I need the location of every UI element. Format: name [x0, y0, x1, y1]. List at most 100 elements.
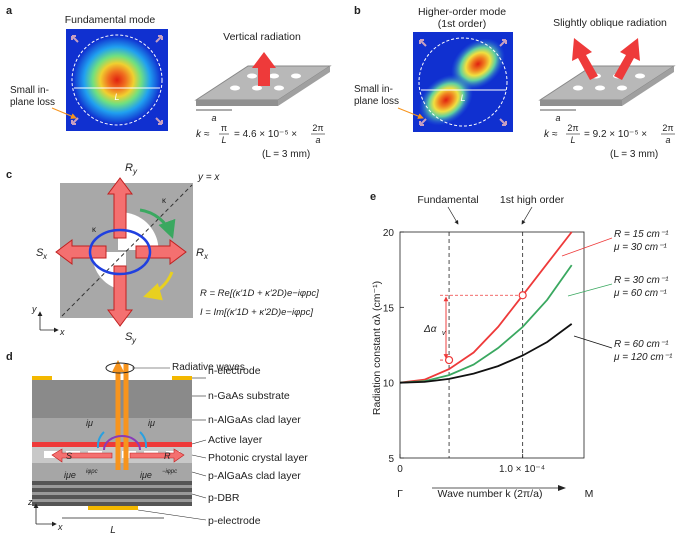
panel-c: c y = x R y S y S x R x κ κ R = Re[(κ′1D…: [6, 162, 319, 345]
k-eq: = 9.2 × 10⁻⁵ ×: [584, 129, 647, 140]
layer-labels: [137, 377, 207, 521]
Ry-sub: y: [132, 167, 138, 176]
iu-label: iμ: [86, 418, 93, 428]
k-num2: 2π: [312, 123, 323, 133]
x-tick-0: 0: [397, 464, 403, 475]
slab-side: [278, 66, 330, 106]
fundamental-label: Fundamental: [417, 194, 478, 206]
legend-R: R = 60 cm⁻¹: [614, 339, 669, 350]
layer-substrate: [32, 380, 192, 418]
k-prefix: k ≈: [544, 129, 558, 140]
layer-p-clad: [32, 463, 192, 481]
x-tick-mid: 1.0 × 10⁻⁴: [499, 464, 545, 475]
legend-mu: μ = 30 cm⁻¹: [613, 242, 667, 253]
panel-a-letter: a: [6, 5, 13, 17]
layer-label: p-electrode: [208, 515, 261, 527]
mode-marker: [444, 355, 454, 365]
diagonal-line: [61, 184, 193, 317]
chart-markers: [440, 291, 527, 365]
loss-label-1: Small in-: [354, 84, 393, 95]
axis-y-label: y: [31, 304, 37, 314]
series-line: [399, 264, 573, 384]
legend-R: R = 15 cm⁻¹: [614, 229, 669, 240]
iue-sup: −iφpc: [162, 469, 177, 475]
loss-label-2: plane loss: [10, 97, 55, 108]
high-order-pointer: [521, 206, 533, 225]
chart-series: [399, 231, 573, 384]
L-label: L: [114, 92, 119, 102]
loss-arrow-icon: [71, 117, 79, 125]
slab-edge: [540, 100, 622, 106]
panel-e: e Fundamental 1st high order Radiation c…: [370, 191, 673, 500]
high-order-label: 1st high order: [500, 194, 565, 206]
panel-c-letter: c: [6, 169, 12, 181]
Sx-sub: x: [42, 252, 48, 261]
loss-label-1: Small in-: [10, 85, 49, 96]
loss-arrow-icon: [155, 117, 163, 125]
oblique-radiation-arrow-left: [572, 38, 598, 80]
x-axis-label: Wave number k (2π/a): [438, 488, 543, 500]
y-axis-label: Radiation constant αλ (cm⁻¹): [371, 281, 383, 415]
k-num: π: [221, 123, 227, 133]
axis-x-label: x: [57, 522, 63, 532]
radiative-label: Radiative waves: [172, 362, 245, 373]
k-den: L: [221, 135, 226, 145]
cavity-boundary: [418, 37, 508, 127]
panel-d: d Radiative waves iμ iμ: [6, 351, 308, 536]
R-wave-arrow: [129, 448, 185, 463]
iue-sup: iφpc: [86, 469, 98, 475]
condition: (L = 3 mm): [262, 149, 310, 160]
coupling-arc: [139, 431, 148, 449]
axis-x-label: x: [59, 327, 65, 337]
kappa-label: κ: [162, 196, 167, 205]
plot-frame: [399, 231, 585, 459]
panel-d-letter: d: [6, 351, 13, 363]
k-den2: a: [315, 135, 320, 145]
k-prefix: k ≈: [196, 129, 210, 140]
n-electrode-left: [32, 376, 52, 380]
S-label: S: [66, 451, 72, 461]
Rx-label: R: [196, 247, 204, 259]
slab-side: [622, 66, 674, 106]
y-tick-label: 20: [383, 228, 395, 239]
eq-I: I = Im[(κ′1D + κ′2D)e−iφpc]: [200, 307, 313, 318]
Ry-label: R: [125, 162, 133, 174]
fundamental-pointer: [447, 206, 459, 225]
panel-e-letter: e: [370, 191, 376, 203]
Ry-arrow: [107, 177, 133, 239]
loss-label-2: plane loss: [354, 96, 399, 107]
k-num2: 2π: [662, 123, 673, 133]
mode-lobe-2: [419, 74, 473, 126]
air-holes: [230, 73, 301, 91]
k-eq: = 4.6 × 10⁻⁵ ×: [234, 129, 297, 140]
loss-pointer: [51, 107, 77, 119]
eq-R: R = Re[(κ′1D + κ′2D)e−iφpc]: [200, 288, 319, 299]
Rx-sub: x: [203, 252, 209, 261]
legend-mu: μ = 120 cm⁻¹: [613, 352, 673, 363]
x-axis-arrowhead: [558, 485, 566, 491]
n-electrode-right: [172, 376, 192, 380]
p-electrode: [88, 506, 138, 510]
loss-pointer: [397, 107, 424, 119]
loss-arrow-icon: [155, 35, 163, 43]
coupling-arc: [96, 431, 105, 449]
iue-label: iμe: [140, 470, 152, 480]
kappa-1D-loop: [88, 228, 152, 276]
chart-axes: 20 15 10 5: [383, 228, 585, 465]
legend-pointer-black: [573, 335, 613, 349]
k-den2: a: [665, 135, 670, 145]
coupling-arc: [103, 435, 141, 451]
loss-arrow-icon: [499, 39, 507, 47]
Sx-label: S: [36, 247, 44, 259]
Sx-arrow: [55, 239, 107, 265]
kappa-label: κ: [92, 225, 97, 234]
slab-edge: [196, 100, 278, 106]
legend-R: R = 30 cm⁻¹: [614, 275, 669, 286]
delta-label: Δα: [423, 324, 437, 335]
wave-arrowhead: [112, 360, 124, 372]
radiation-title: Vertical radiation: [223, 31, 301, 43]
panel-b-letter: b: [354, 5, 361, 17]
layer-active: [32, 442, 192, 447]
k-num: 2π: [567, 123, 578, 133]
